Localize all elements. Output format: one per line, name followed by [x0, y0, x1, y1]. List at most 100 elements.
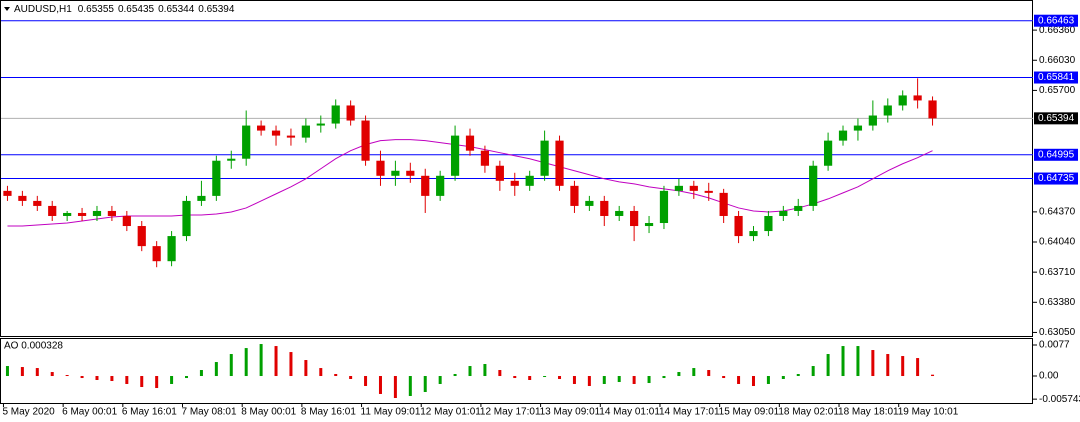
ao-bar — [587, 376, 591, 387]
candle-body — [212, 160, 221, 196]
ao-bar — [349, 376, 353, 379]
x-tick-label: 8 May 16:01 — [301, 407, 356, 418]
candle-body — [301, 125, 310, 138]
level-label: 0.64995 — [1038, 149, 1075, 160]
ao-bar — [811, 366, 815, 377]
ao-bar — [319, 368, 323, 377]
ao-bar — [229, 354, 233, 377]
ao-bar — [781, 376, 785, 379]
quote-high: 0.65435 — [118, 4, 155, 15]
candle-body — [570, 185, 579, 206]
ao-bar — [199, 370, 203, 377]
ao-bar — [393, 376, 397, 399]
ao-bar — [796, 373, 800, 377]
ao-bar — [170, 376, 174, 384]
candle-body — [704, 190, 713, 193]
y-tick-label: 0.64370 — [1039, 207, 1076, 218]
candle-body — [92, 210, 102, 216]
candle-body — [823, 140, 833, 166]
ao-bar — [662, 376, 666, 379]
candle-body — [63, 212, 72, 216]
candle-body — [764, 215, 773, 232]
ao-bar — [722, 376, 726, 379]
ao-bar — [483, 364, 487, 377]
candle-body — [510, 180, 519, 186]
ao-bar — [244, 348, 248, 377]
ao-bar — [95, 376, 99, 380]
candle-body — [286, 135, 296, 138]
ao-bar — [826, 354, 830, 377]
ao-bar — [692, 368, 696, 377]
candle-body — [689, 185, 698, 191]
ao-bar — [423, 376, 427, 393]
ao-bar — [35, 368, 39, 377]
ao-bar — [647, 376, 651, 384]
candle-body — [913, 95, 922, 101]
ao-bar — [5, 366, 9, 377]
candle-body — [242, 125, 251, 159]
candle-body — [197, 195, 206, 201]
y-tick-label: 0.00 — [1039, 371, 1059, 382]
candle-body — [107, 210, 117, 216]
ao-bar — [110, 376, 114, 382]
ao-bar — [543, 376, 547, 378]
candle-body — [853, 125, 863, 131]
ao-bar — [140, 376, 144, 388]
candle-body — [182, 200, 191, 237]
y-tick-label: -0.005743 — [1039, 394, 1080, 405]
candle-body — [838, 130, 848, 141]
x-tick-label: 13 May 09:01 — [540, 407, 601, 418]
x-tick-label: 14 May 01:01 — [599, 407, 660, 418]
candle-body — [480, 150, 490, 166]
candle-body — [18, 195, 27, 201]
main-panel — [0, 0, 1033, 337]
candle-body — [436, 175, 445, 196]
ao-bar — [751, 376, 755, 387]
quote-low: 0.65344 — [158, 4, 195, 15]
ao-bar — [364, 376, 368, 387]
candle-body — [495, 165, 504, 181]
candle-body — [421, 175, 430, 196]
y-tick-label: 0.65700 — [1039, 85, 1076, 96]
candle-body — [450, 135, 460, 176]
candle-body — [525, 175, 534, 186]
ao-bar — [408, 376, 412, 396]
y-tick-label: 0.66360 — [1039, 25, 1076, 36]
indicator-title: AO 0.000328 — [4, 341, 63, 352]
ao-bar — [80, 376, 84, 379]
candle-body — [868, 115, 877, 126]
ao-bar — [498, 370, 502, 377]
x-tick-label: 18 May 18:01 — [838, 407, 899, 418]
candle-body — [406, 170, 415, 176]
level-label-box — [1034, 71, 1078, 84]
candle-body — [376, 160, 385, 176]
ao-bar — [65, 375, 69, 377]
candle-body — [644, 223, 654, 227]
x-tick-label: 12 May 17:01 — [480, 407, 541, 418]
level-label-box — [1034, 148, 1078, 161]
x-tick-label: 14 May 17:01 — [659, 407, 720, 418]
y-tick-label: 0.63050 — [1039, 327, 1076, 338]
ao-bar — [304, 360, 308, 377]
ao-bar — [856, 346, 860, 377]
chart-header: AUDUSD,H1 0.65355 0.65435 0.65344 0.65394 — [14, 4, 235, 15]
menu-arrow[interactable] — [4, 7, 10, 11]
candle-body — [48, 205, 57, 216]
level-label: 0.66463 — [1038, 15, 1075, 26]
ao-bar — [155, 376, 159, 389]
candle-body — [167, 236, 176, 262]
ao-bar — [766, 376, 770, 384]
ao-bar — [871, 350, 875, 377]
candle-body — [898, 95, 907, 106]
candle-body — [585, 200, 594, 206]
ao-bar — [50, 372, 54, 377]
candle-body — [346, 105, 355, 121]
y-tick-label: 0.66030 — [1039, 55, 1076, 66]
candle-body — [271, 130, 281, 136]
ao-bar — [453, 373, 457, 377]
x-tick-label: 6 May 00:01 — [62, 407, 117, 418]
candle-body — [227, 158, 236, 161]
x-tick-label: 5 May 2020 — [2, 407, 55, 418]
x-tick-label: 15 May 09:01 — [719, 407, 780, 418]
